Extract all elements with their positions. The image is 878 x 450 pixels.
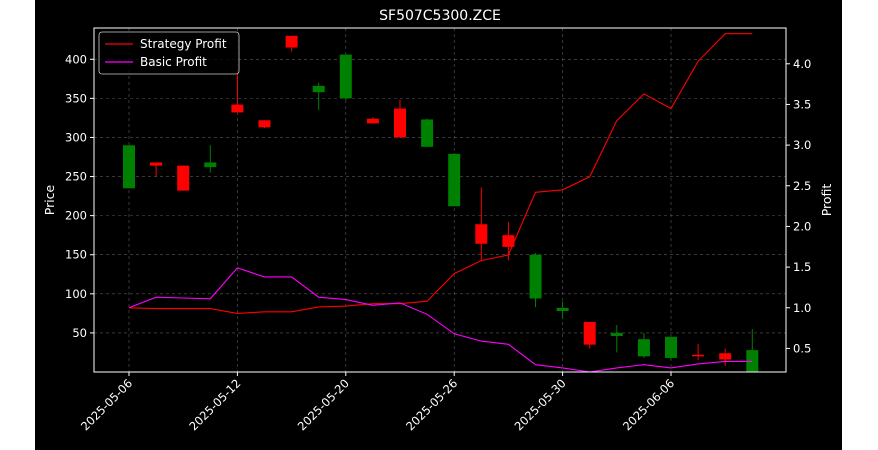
y-axis-label: Price — [42, 184, 57, 215]
y-tick-label: 200 — [65, 209, 87, 223]
axes-layer — [93, 27, 787, 373]
y-tick-label: 300 — [65, 130, 87, 144]
legend-box — [98, 31, 240, 75]
candle-body — [421, 119, 434, 147]
candles-layer — [123, 35, 759, 372]
chart-title: SF507C5300.ZCE — [379, 8, 501, 24]
candle-body — [123, 145, 135, 189]
chart-svg: 50 100 150 200 250 300 350 400 0.5 1.0 1.5 2.0 2.5 3.… — [42, 8, 834, 433]
legend: Strategy Profit Basic Profit — [98, 31, 240, 75]
legend-label-basic: Basic Profit — [140, 55, 207, 69]
chart-figure: 50 100 150 200 250 300 350 400 0.5 1.0 1.5 2.0 2.5 3.… — [35, 0, 842, 450]
candle-body — [177, 165, 190, 191]
x-tick-label: 2025-05-20 — [295, 376, 352, 433]
strategy-profit-line — [128, 33, 753, 314]
plot-frame — [93, 27, 787, 373]
y-tick-label: 400 — [65, 52, 87, 66]
candle-body — [366, 118, 379, 124]
y2-tick-label: 3.5 — [793, 97, 811, 111]
candle-body — [150, 162, 163, 166]
candle-body — [610, 332, 623, 337]
basic-profit-line — [128, 267, 753, 373]
candle-body — [529, 254, 542, 299]
y-tick-label: 150 — [65, 248, 87, 262]
candle-body — [312, 85, 325, 93]
y2-tick-label: 1.5 — [793, 260, 811, 274]
grid-lines — [94, 28, 786, 372]
x-tick-label: 2025-05-06 — [78, 376, 135, 433]
y-tick-label: 50 — [72, 326, 87, 340]
candle-body — [204, 162, 217, 168]
plot-background — [94, 28, 786, 372]
x-tick-label: 2025-05-12 — [186, 376, 243, 433]
profit-lines-layer — [128, 33, 753, 373]
candle-body — [231, 104, 244, 113]
y-tick-label: 250 — [65, 170, 87, 184]
x-tick-label: 2025-05-30 — [512, 376, 569, 433]
candle-body — [502, 235, 515, 247]
y2-tick-label: 3.0 — [793, 138, 811, 152]
legend-label-strategy: Strategy Profit — [140, 37, 227, 51]
candle-body — [448, 153, 461, 207]
candle-body — [285, 35, 298, 48]
x-tick-label: 2025-05-26 — [403, 376, 460, 433]
candle-body — [556, 307, 569, 312]
y2-tick-label: 2.5 — [793, 179, 811, 193]
y-tick-label: 350 — [65, 91, 87, 105]
x-tick-label: 2025-06-06 — [620, 376, 677, 433]
y-tick-label: 100 — [65, 287, 87, 301]
y2-tick-label: 2.0 — [793, 219, 811, 233]
y2-axis-label: Profit — [819, 184, 834, 217]
y2-tick-label: 0.5 — [793, 341, 811, 355]
candle-body — [692, 354, 705, 357]
candle-body — [665, 336, 677, 358]
candle-body — [475, 224, 488, 244]
candle-body — [339, 54, 352, 99]
candle-body — [719, 353, 732, 360]
y2-tick-label: 4.0 — [793, 57, 811, 71]
candle-body — [637, 339, 650, 357]
candle-body — [258, 120, 271, 128]
y2-tick-label: 1.0 — [793, 301, 811, 315]
candle-body — [394, 108, 406, 138]
candle-body — [583, 321, 596, 345]
